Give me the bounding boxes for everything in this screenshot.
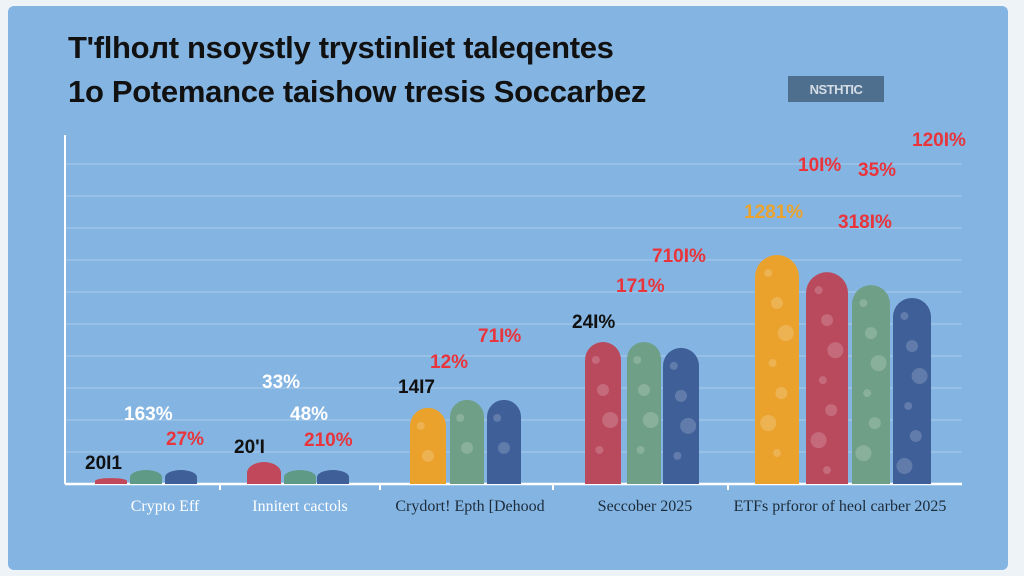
- bar-bubble: [870, 355, 887, 372]
- bar-bubble: [814, 286, 823, 295]
- bar: [806, 272, 848, 484]
- bar-bubble: [900, 311, 909, 320]
- bar: [487, 399, 521, 484]
- bar: [95, 478, 127, 484]
- badge-logo: NSTHTIC: [788, 76, 884, 102]
- data-label: 14I7: [398, 377, 435, 398]
- bar-bubble: [591, 355, 600, 364]
- bar-bubble: [461, 441, 473, 454]
- bar-bubble: [633, 355, 642, 364]
- x-tick-label: Crypto Eff: [130, 498, 200, 515]
- bar-bubble: [818, 376, 827, 385]
- bar-bubble: [602, 411, 619, 428]
- bar-bubble: [675, 389, 687, 402]
- bar-bubble: [904, 401, 913, 410]
- bar: [165, 470, 197, 484]
- bar-bubble: [768, 359, 777, 368]
- bar-bubble: [810, 432, 827, 449]
- bar: [627, 341, 661, 484]
- x-tick-label: Seccober 2025: [597, 498, 693, 515]
- data-label: 163%: [124, 404, 173, 425]
- data-label: 48%: [290, 404, 329, 425]
- bar-bubble: [909, 429, 922, 442]
- chart-title-line-1: T'flhoлt nsoystly trystinliet taleqentes: [68, 30, 614, 65]
- data-label: 1281%: [744, 202, 804, 223]
- bar: [585, 341, 621, 484]
- bar-bubble: [825, 404, 838, 417]
- data-label: 318I%: [838, 212, 892, 233]
- data-label: 33%: [262, 372, 301, 393]
- bar-bubble: [827, 342, 844, 359]
- data-label: 20I1: [85, 453, 122, 474]
- data-label: 20'I: [234, 437, 265, 458]
- data-label: 120I%: [912, 130, 966, 151]
- bar-bubble: [638, 383, 650, 396]
- chart-title-line-2: 1o Potemance taishow tresis Soccarbez: [68, 74, 647, 109]
- bar-bubble: [865, 327, 877, 340]
- bar-bubble: [773, 449, 781, 458]
- bar-bubble: [911, 367, 928, 384]
- bar: [284, 470, 316, 484]
- data-label: 710I%: [652, 246, 706, 267]
- bar-bubble: [636, 445, 645, 454]
- bar-bubble: [823, 466, 831, 475]
- data-label: 10I%: [798, 155, 842, 176]
- bar-bubble: [859, 299, 868, 308]
- bar: [663, 347, 699, 484]
- bar: [755, 255, 799, 484]
- bar-bubble: [498, 441, 510, 454]
- bar-bubble: [595, 445, 604, 454]
- data-label: 27%: [166, 429, 205, 450]
- data-label: 12%: [430, 352, 469, 373]
- bar-bubble: [821, 314, 833, 327]
- bar-bubble: [597, 383, 609, 396]
- bar-bubble: [855, 445, 872, 462]
- bar-bubble: [868, 417, 881, 430]
- bar-bubble: [416, 421, 425, 430]
- bar-bubble: [764, 269, 773, 278]
- x-tick-label: Innitert cactols: [252, 498, 348, 515]
- data-label: 24I%: [572, 312, 616, 333]
- data-label: 210%: [304, 430, 353, 451]
- bar: [317, 470, 349, 484]
- bar-bubble: [777, 325, 794, 342]
- bar-bubble: [673, 451, 682, 460]
- bar: [450, 399, 484, 484]
- bar: [247, 462, 281, 484]
- bar: [893, 297, 931, 484]
- bar: [852, 285, 890, 484]
- bar-bubble: [863, 389, 872, 398]
- bar-bubble: [680, 417, 697, 434]
- bar: [410, 407, 446, 484]
- bar-bubble: [775, 387, 788, 400]
- bar-bubble: [896, 457, 913, 474]
- x-tick-label: ETFs prforor of heol carber 2025: [733, 498, 947, 515]
- bar-bubble: [642, 411, 659, 428]
- bar-bubble: [669, 361, 678, 370]
- bar-bubble: [771, 297, 783, 310]
- bar-bubble: [760, 415, 777, 432]
- data-label: 35%: [858, 160, 897, 181]
- bar-bubble: [456, 413, 465, 422]
- x-tick-label: Crydort! Epth [Dehood: [395, 498, 545, 515]
- data-label: 71I%: [478, 326, 522, 347]
- bar: [130, 470, 162, 484]
- bar-bubble: [422, 449, 434, 462]
- bar-bubble: [906, 339, 918, 352]
- bar-bubble: [493, 413, 502, 422]
- data-label: 171%: [616, 276, 665, 297]
